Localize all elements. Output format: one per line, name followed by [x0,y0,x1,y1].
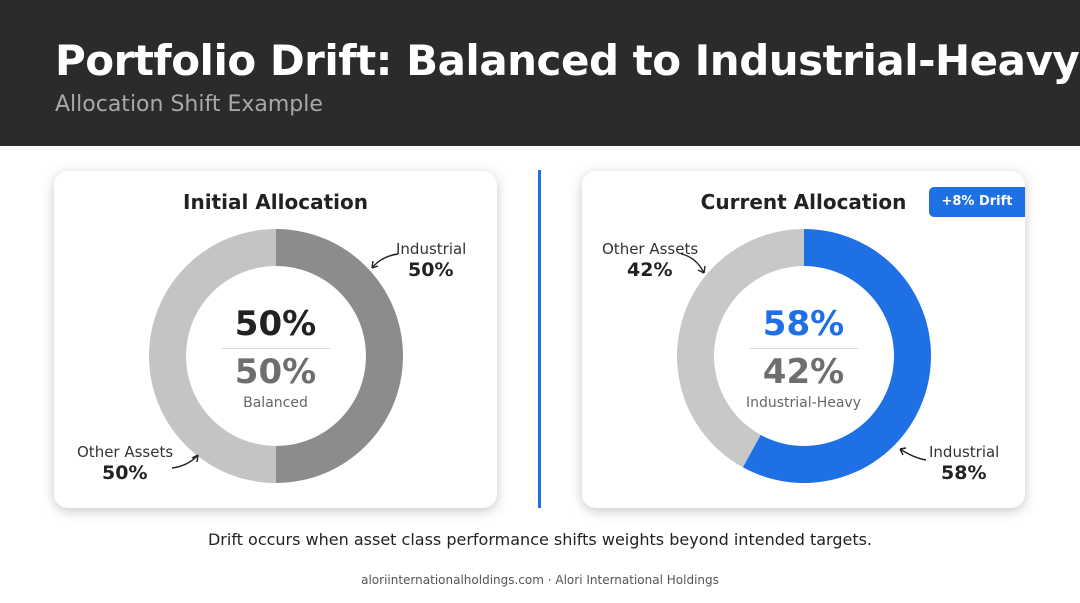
initial-donut-chart [149,229,403,483]
footer-credit: aloriinternationalholdings.com · Alori I… [361,573,719,587]
current-industrial-label: Industrial [929,443,1000,461]
initial-industrial-value: 50% [408,259,454,281]
initial-center-caption: Balanced [243,395,308,411]
current-chart-title: Current Allocation [700,190,907,214]
current-center-primary: 58% [762,304,845,344]
current-allocation-card: Current Allocation +8% Drift 58% 42% Ind… [582,171,1025,508]
initial-center-primary: 50% [234,304,317,344]
current-donut-chart [676,229,931,483]
initial-other-arrow-icon [171,454,199,469]
current-other-value: 42% [627,259,673,281]
initial-chart-title: Initial Allocation [183,190,368,214]
cards-divider [538,170,541,508]
current-slice-other-assets [676,229,804,468]
initial-center-secondary: 50% [234,352,317,392]
initial-allocation-card: Initial Allocation 50% 50% Balanced Indu… [54,171,497,508]
page-subtitle: Allocation Shift Example [55,92,323,117]
initial-industrial-label: Industrial [396,240,467,258]
current-industrial-arrow-icon [899,447,927,461]
initial-center-divider [222,348,330,349]
initial-other-label: Other Assets [77,443,174,461]
current-center-caption: Industrial-Heavy [745,395,861,411]
current-other-label: Other Assets [602,240,699,258]
header-banner: Portfolio Drift: Balanced to Industrial-… [0,0,1080,146]
initial-slice-other-assets [149,229,276,483]
current-center-divider [750,348,858,349]
initial-other-value: 50% [102,462,148,484]
initial-industrial-arrow-icon [371,253,399,269]
page-title: Portfolio Drift: Balanced to Industrial-… [55,36,1080,85]
current-other-arrow-icon [680,253,706,274]
initial-slice-industrial [276,229,403,483]
footnote-text: Drift occurs when asset class performanc… [207,530,873,549]
current-center-secondary: 42% [762,352,845,392]
current-industrial-value: 58% [941,462,987,484]
current-slice-industrial [742,229,931,483]
drift-badge: +8% Drift [929,187,1025,217]
